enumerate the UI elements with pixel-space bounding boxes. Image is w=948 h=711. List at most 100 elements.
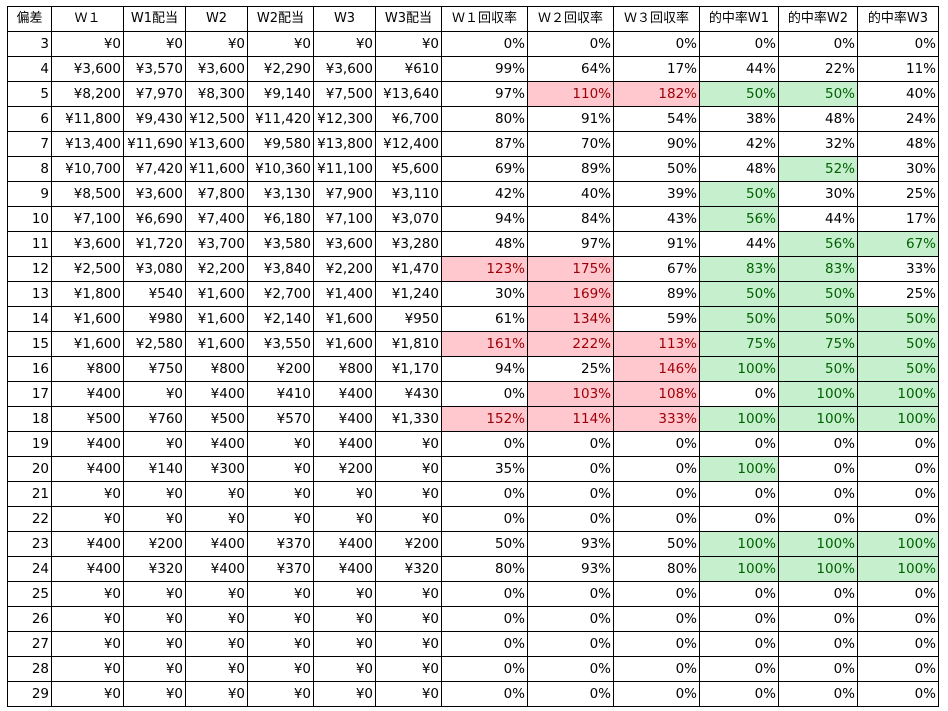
- table-cell[interactable]: 67%: [613, 256, 700, 282]
- table-cell[interactable]: ¥200: [247, 356, 314, 382]
- table-cell[interactable]: 9: [7, 181, 52, 207]
- column-header[interactable]: 的中率W3: [857, 6, 939, 32]
- table-cell[interactable]: 30%: [441, 281, 528, 307]
- table-cell[interactable]: 90%: [613, 131, 700, 157]
- table-cell[interactable]: ¥0: [51, 31, 124, 57]
- table-cell[interactable]: ¥0: [51, 631, 124, 657]
- table-cell[interactable]: ¥3,600: [51, 56, 124, 82]
- table-cell[interactable]: 0%: [441, 481, 528, 507]
- table-cell[interactable]: 11: [7, 231, 52, 257]
- table-cell[interactable]: ¥980: [123, 306, 186, 332]
- table-cell[interactable]: 0%: [857, 681, 939, 707]
- table-cell[interactable]: 33%: [857, 256, 939, 282]
- table-cell[interactable]: 100%: [857, 531, 939, 557]
- table-cell[interactable]: 25%: [857, 281, 939, 307]
- column-header[interactable]: Ｗ１: [51, 6, 124, 32]
- table-cell[interactable]: ¥400: [51, 556, 124, 582]
- table-cell[interactable]: 50%: [778, 281, 858, 307]
- table-cell[interactable]: ¥1,240: [375, 281, 442, 307]
- table-cell[interactable]: ¥0: [313, 631, 376, 657]
- table-cell[interactable]: 134%: [527, 306, 614, 332]
- table-cell[interactable]: ¥3,700: [185, 231, 248, 257]
- table-cell[interactable]: ¥2,700: [247, 281, 314, 307]
- table-cell[interactable]: 75%: [699, 331, 779, 357]
- table-cell[interactable]: ¥1,600: [185, 281, 248, 307]
- table-cell[interactable]: 56%: [699, 206, 779, 232]
- table-cell[interactable]: 44%: [699, 231, 779, 257]
- table-cell[interactable]: 50%: [699, 281, 779, 307]
- table-cell[interactable]: ¥400: [313, 406, 376, 432]
- table-cell[interactable]: ¥8,500: [51, 181, 124, 207]
- table-cell[interactable]: ¥0: [185, 506, 248, 532]
- table-cell[interactable]: ¥9,430: [123, 106, 186, 132]
- table-cell[interactable]: ¥0: [375, 631, 442, 657]
- table-cell[interactable]: 0%: [527, 31, 614, 57]
- table-cell[interactable]: ¥0: [375, 506, 442, 532]
- table-cell[interactable]: ¥500: [51, 406, 124, 432]
- table-cell[interactable]: ¥800: [51, 356, 124, 382]
- table-cell[interactable]: 100%: [778, 381, 858, 407]
- table-cell[interactable]: 0%: [613, 681, 700, 707]
- table-cell[interactable]: ¥11,420: [247, 106, 314, 132]
- table-cell[interactable]: 0%: [613, 606, 700, 632]
- table-cell[interactable]: 0%: [613, 631, 700, 657]
- table-cell[interactable]: 0%: [699, 656, 779, 682]
- table-cell[interactable]: 50%: [699, 181, 779, 207]
- column-header[interactable]: Ｗ３回収率: [613, 6, 700, 32]
- table-cell[interactable]: ¥13,640: [375, 81, 442, 107]
- table-cell[interactable]: 54%: [613, 106, 700, 132]
- table-cell[interactable]: 0%: [613, 431, 700, 457]
- table-cell[interactable]: 50%: [778, 306, 858, 332]
- table-cell[interactable]: 0%: [857, 481, 939, 507]
- column-header[interactable]: W1配当: [123, 6, 186, 32]
- table-cell[interactable]: 0%: [613, 481, 700, 507]
- table-cell[interactable]: 26: [7, 606, 52, 632]
- table-cell[interactable]: ¥7,970: [123, 81, 186, 107]
- table-cell[interactable]: ¥2,200: [313, 256, 376, 282]
- table-cell[interactable]: 48%: [441, 231, 528, 257]
- table-cell[interactable]: ¥1,600: [51, 331, 124, 357]
- table-cell[interactable]: ¥2,580: [123, 331, 186, 357]
- table-cell[interactable]: 24%: [857, 106, 939, 132]
- table-cell[interactable]: 35%: [441, 456, 528, 482]
- table-cell[interactable]: ¥200: [313, 456, 376, 482]
- table-cell[interactable]: 0%: [441, 431, 528, 457]
- table-cell[interactable]: ¥3,600: [313, 231, 376, 257]
- table-cell[interactable]: ¥760: [123, 406, 186, 432]
- table-cell[interactable]: 6: [7, 106, 52, 132]
- table-cell[interactable]: ¥0: [247, 656, 314, 682]
- table-cell[interactable]: ¥11,800: [51, 106, 124, 132]
- table-cell[interactable]: ¥200: [123, 531, 186, 557]
- table-cell[interactable]: ¥7,900: [313, 181, 376, 207]
- table-cell[interactable]: ¥0: [123, 581, 186, 607]
- table-cell[interactable]: ¥0: [375, 431, 442, 457]
- table-cell[interactable]: ¥3,600: [123, 181, 186, 207]
- table-cell[interactable]: 80%: [441, 106, 528, 132]
- table-cell[interactable]: 0%: [527, 631, 614, 657]
- table-cell[interactable]: 19: [7, 431, 52, 457]
- table-cell[interactable]: 103%: [527, 381, 614, 407]
- table-cell[interactable]: ¥0: [313, 481, 376, 507]
- table-cell[interactable]: 28: [7, 656, 52, 682]
- table-cell[interactable]: ¥0: [247, 681, 314, 707]
- table-cell[interactable]: 123%: [441, 256, 528, 282]
- table-cell[interactable]: 5: [7, 81, 52, 107]
- table-cell[interactable]: ¥0: [313, 656, 376, 682]
- table-cell[interactable]: ¥3,600: [51, 231, 124, 257]
- table-cell[interactable]: 100%: [778, 556, 858, 582]
- table-cell[interactable]: 0%: [441, 681, 528, 707]
- table-cell[interactable]: ¥3,570: [123, 56, 186, 82]
- table-cell[interactable]: ¥0: [51, 656, 124, 682]
- table-cell[interactable]: 52%: [778, 156, 858, 182]
- table-cell[interactable]: 70%: [527, 131, 614, 157]
- table-cell[interactable]: 12: [7, 256, 52, 282]
- table-cell[interactable]: ¥0: [123, 681, 186, 707]
- table-cell[interactable]: 4: [7, 56, 52, 82]
- table-cell[interactable]: 83%: [699, 256, 779, 282]
- table-cell[interactable]: ¥0: [185, 681, 248, 707]
- table-cell[interactable]: ¥0: [185, 31, 248, 57]
- table-cell[interactable]: 0%: [857, 656, 939, 682]
- table-cell[interactable]: 83%: [778, 256, 858, 282]
- table-cell[interactable]: 25%: [527, 356, 614, 382]
- table-cell[interactable]: ¥0: [123, 431, 186, 457]
